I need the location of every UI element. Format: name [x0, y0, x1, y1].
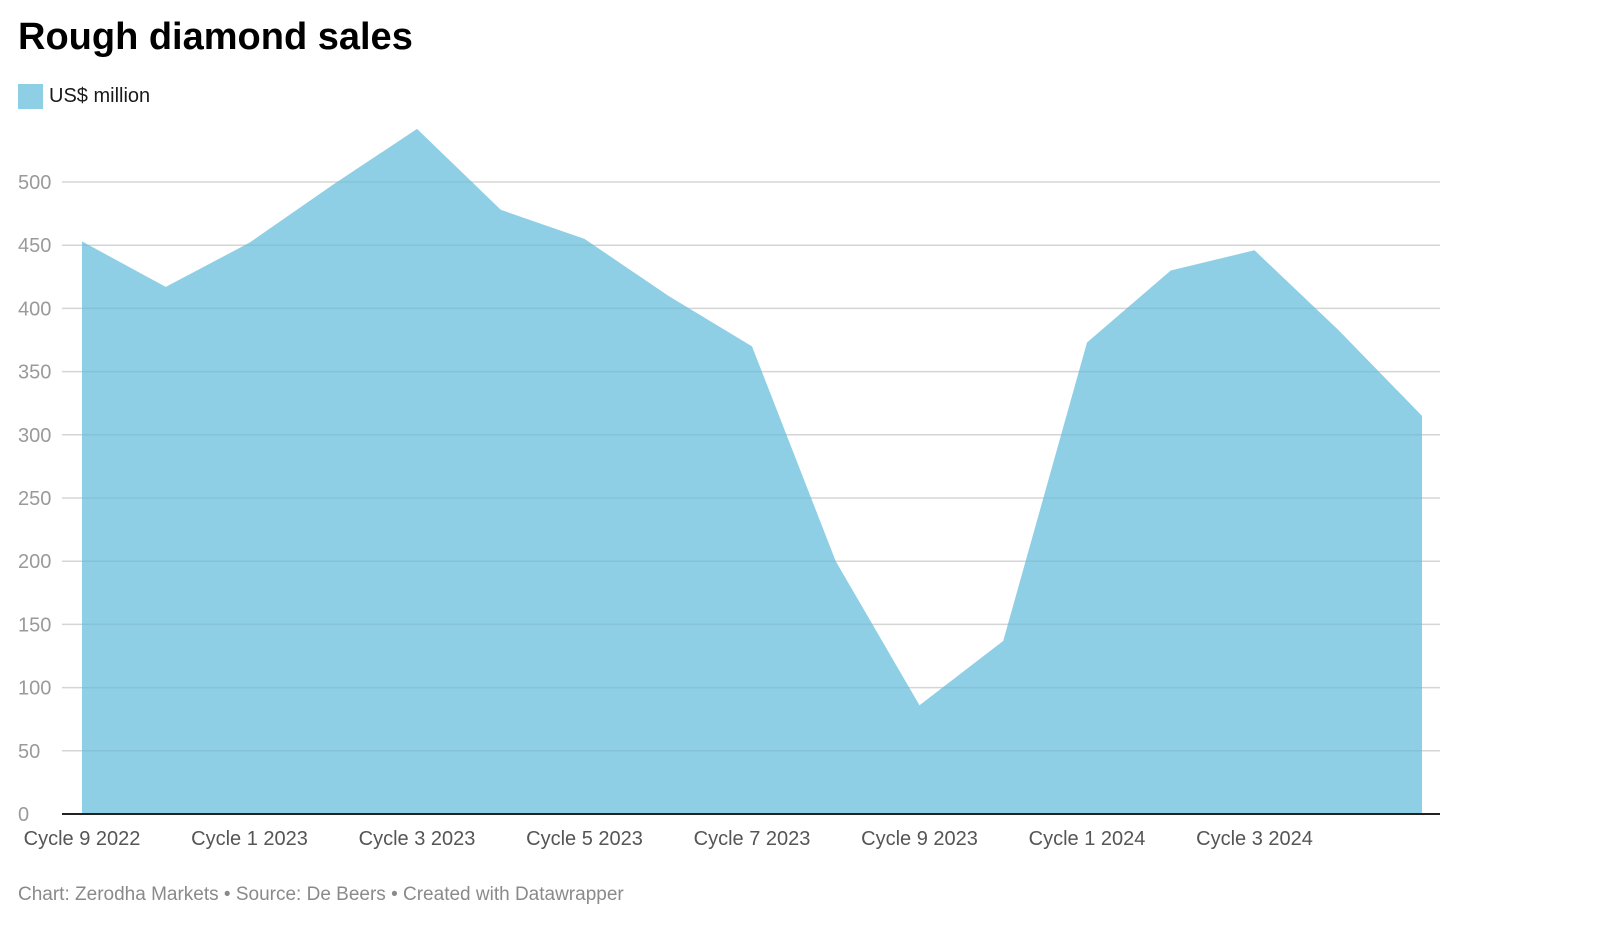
- chart-footer: Chart: Zerodha Markets • Source: De Beer…: [18, 884, 624, 905]
- area-series: [82, 128, 1422, 815]
- area-series-0: [82, 128, 1422, 815]
- area-chart: 0 50 100 150 200 250 300 350 400 450 500 Cycle 9 2…: [18, 128, 1440, 850]
- y-tick-label: 450: [18, 235, 51, 257]
- x-tick-label: Cycle 3 2024: [1196, 828, 1313, 850]
- x-tick-label: Cycle 7 2023: [694, 828, 811, 850]
- x-tick-label: Cycle 3 2023: [359, 828, 476, 850]
- y-tick-label: 250: [18, 488, 51, 510]
- y-tick-label: 150: [18, 614, 51, 636]
- x-tick-label: Cycle 1 2024: [1029, 828, 1146, 850]
- y-tick-label: 100: [18, 678, 51, 700]
- y-tick-label: 50: [18, 741, 40, 763]
- legend-label: US$ million: [49, 85, 151, 107]
- y-tick-label: 300: [18, 425, 51, 447]
- x-tick-label: Cycle 9 2022: [24, 828, 141, 850]
- y-tick-label: 200: [18, 551, 51, 573]
- x-tick-label: Cycle 1 2023: [191, 828, 308, 850]
- y-tick-label: 350: [18, 362, 51, 384]
- x-tick-label: Cycle 5 2023: [526, 828, 643, 850]
- chart-title: Rough diamond sales: [18, 16, 413, 58]
- y-tick-label: 500: [18, 172, 51, 194]
- y-tick-labels: 0 50 100 150 200 250 300 350 400 450 500: [18, 172, 51, 826]
- x-tick-labels: Cycle 9 2022 Cycle 1 2023 Cycle 3 2023 Cycl…: [24, 828, 1313, 850]
- legend-swatch: [18, 84, 43, 109]
- y-tick-label: 400: [18, 298, 51, 320]
- y-tick-label: 0: [18, 804, 29, 826]
- x-tick-label: Cycle 9 2023: [861, 828, 978, 850]
- legend: US$ million: [18, 84, 150, 109]
